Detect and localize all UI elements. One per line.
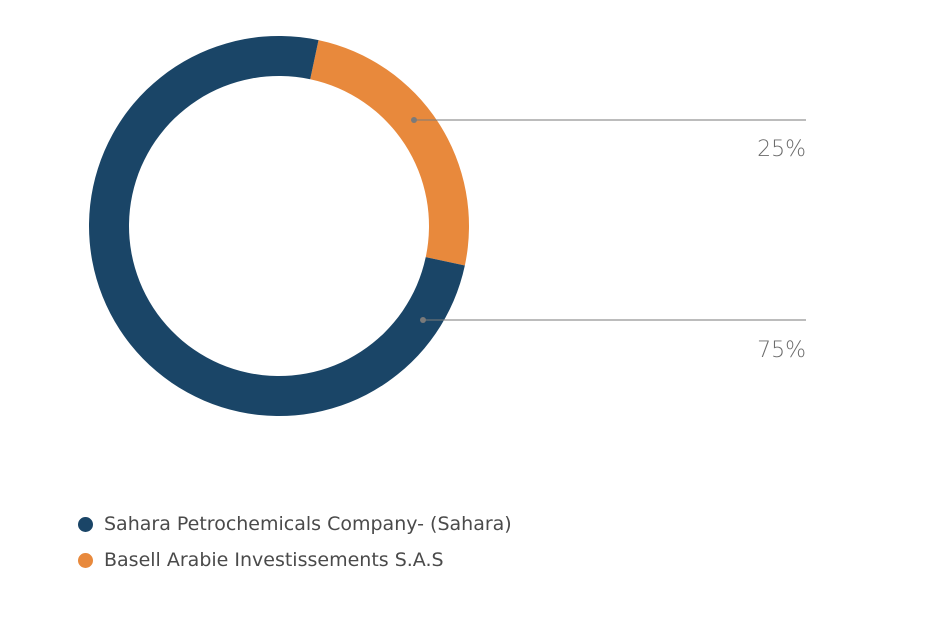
leader-dot-basell [411,117,417,123]
data-label-basell: 25% [757,137,806,162]
legend-label-basell: Basell Arabie Investissements S.A.S [104,549,444,571]
legend: Sahara Petrochemicals Company- (Sahara) … [78,506,512,578]
legend-item-sahara: Sahara Petrochemicals Company- (Sahara) [78,506,512,542]
legend-label-sahara: Sahara Petrochemicals Company- (Sahara) [104,513,512,535]
data-label-sahara: 75% [757,338,806,363]
leader-dot-sahara [420,317,426,323]
legend-item-basell: Basell Arabie Investissements S.A.S [78,542,512,578]
legend-swatch-sahara [78,516,93,532]
legend-swatch-basell [78,552,93,568]
slice-basell [310,40,470,266]
